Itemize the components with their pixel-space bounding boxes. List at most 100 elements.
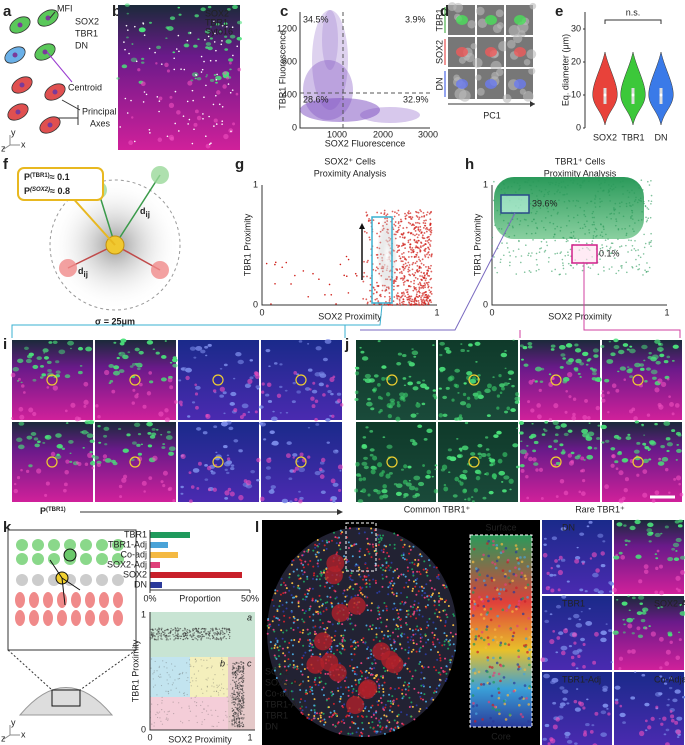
point [422,264,425,266]
cell-blob [675,459,678,461]
cell-blob [40,365,44,368]
point [554,252,556,255]
point [574,205,577,207]
cell-blob [55,360,60,364]
cell-dot [285,601,288,604]
point [403,274,406,277]
cell-dot [299,701,302,704]
cell-blob [58,349,66,355]
cell-dot [279,599,282,602]
point [546,244,549,247]
point [398,302,401,305]
point [622,215,625,218]
cell-dot [380,537,383,540]
cell-blob [205,74,209,76]
cell-blob [441,464,448,470]
point [611,188,614,191]
point [231,668,234,671]
cell-dot [413,600,416,603]
point [599,247,602,250]
cell [85,592,95,608]
cell-blob [166,69,170,73]
cell-blob [171,358,178,363]
point [400,218,402,221]
point [404,265,407,268]
cell-blob [587,357,592,361]
point [429,224,432,227]
point [565,238,568,241]
cell-dot [397,687,400,690]
point [423,291,426,294]
label: Principal [82,106,117,116]
point [550,214,553,217]
cell-blob [485,436,489,439]
cell-blob [236,36,242,41]
cell-dot [304,700,307,703]
point [647,208,650,210]
cell-dot [412,580,415,583]
point [426,272,428,275]
cell-blob [588,422,591,424]
cell-blob [332,482,339,487]
cell-blob [541,433,546,436]
cell-dot [266,632,269,635]
cell-dot [408,552,411,555]
cell-dot [375,717,378,720]
cell-dot [317,612,320,615]
cell-dot [332,652,335,655]
cell-blob [452,494,458,498]
cell-blob [268,489,275,494]
cell-blob [237,67,242,72]
cell-blob [504,367,507,370]
point [302,270,305,272]
cell-dot [350,658,353,661]
point [420,271,423,274]
cell-dot [400,539,403,542]
cell-blob [227,487,232,492]
point [548,190,551,193]
cell-dot [308,587,311,590]
point [622,185,625,188]
point [628,191,631,194]
cell-dot [350,653,353,656]
cell-dot [358,550,361,553]
cell-dot [312,574,315,577]
cell-dot [514,574,518,577]
point [205,632,207,635]
point [233,691,235,693]
cell-dot [354,722,357,725]
cell-dot [364,642,367,645]
cell-dot [330,602,333,605]
point [188,705,190,707]
point [184,629,186,631]
point [239,670,242,672]
point [637,249,639,251]
cell-dot [298,684,301,687]
point [396,303,399,306]
point [217,685,219,688]
cell-dot [348,576,351,579]
cell-dot [296,568,299,571]
point [161,699,163,702]
point [610,212,613,215]
cell-dot [315,555,318,558]
cell-dot [335,542,338,545]
point [648,241,651,244]
point [419,245,422,248]
cell-dot [442,670,445,673]
point [400,220,402,223]
cell-dot [347,686,350,689]
cell-dot [409,548,412,551]
cell-dot [344,595,347,598]
label: DN [434,78,444,91]
cell-dot [296,668,299,671]
point [638,199,640,201]
cell [80,574,92,586]
cell-dot [355,543,358,546]
cell-dot [387,593,390,596]
point [582,265,584,267]
point [226,688,228,690]
cell-dot [420,671,423,674]
point [649,241,652,244]
x-tick-label: 0% [143,593,156,603]
